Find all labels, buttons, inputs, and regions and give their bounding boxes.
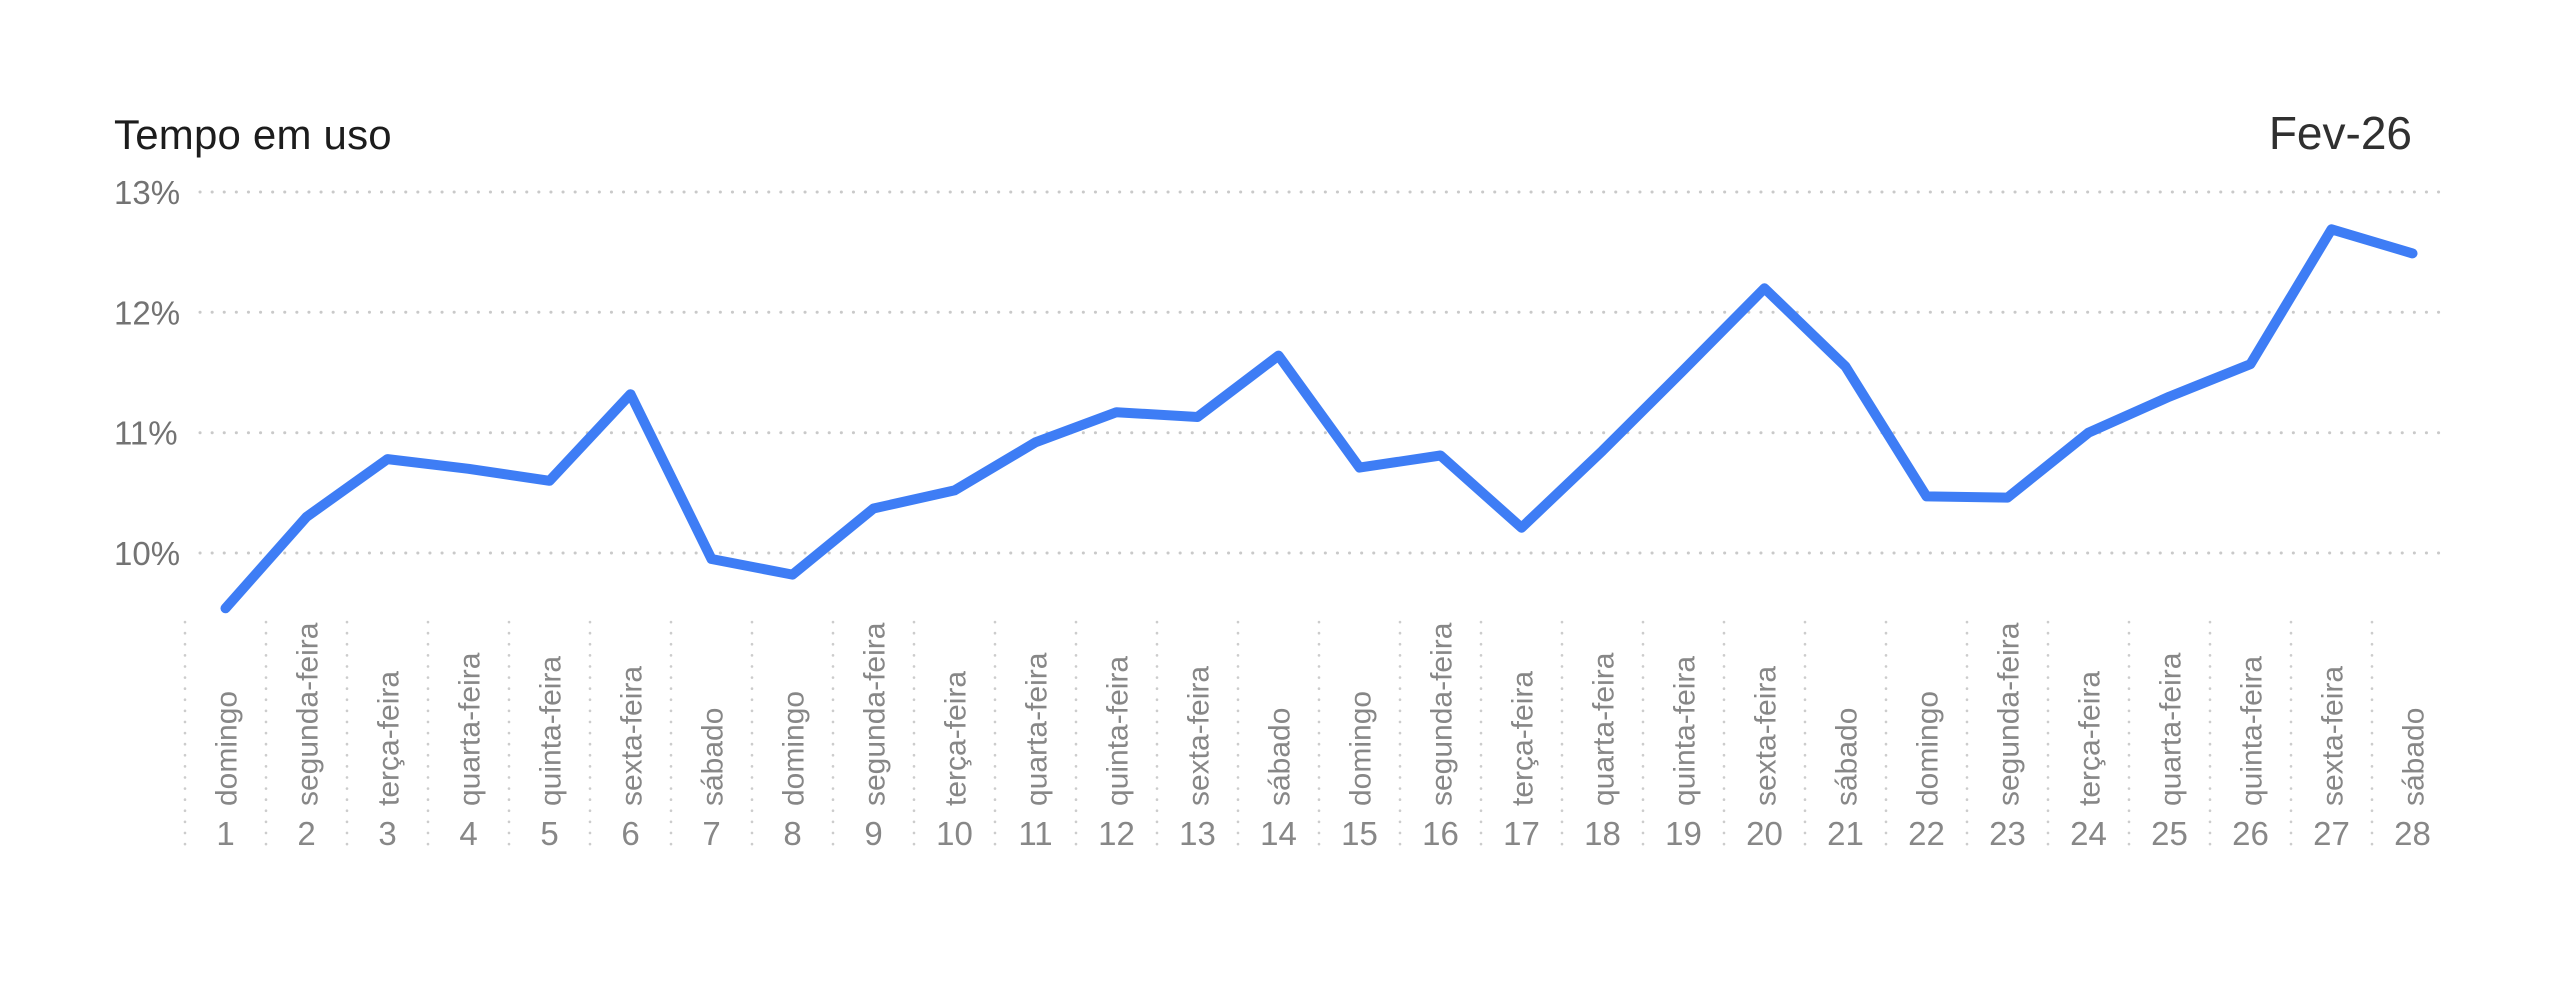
day-number-label: 26	[2232, 815, 2269, 852]
day-number-label: 12	[1098, 815, 1135, 852]
weekday-label: quarta-feira	[1021, 652, 1054, 806]
day-number-label: 19	[1665, 815, 1702, 852]
weekday-label: sexta-feira	[2317, 666, 2350, 806]
weekday-label: segunda-feira	[1426, 622, 1459, 806]
weekday-label: segunda-feira	[1993, 622, 2026, 806]
weekday-label: domingo	[1912, 691, 1945, 806]
weekday-label: sábado	[1264, 708, 1297, 806]
day-number-label: 16	[1422, 815, 1459, 852]
weekday-label: terça-feira	[2074, 671, 2107, 806]
day-number-label: 11	[1018, 815, 1052, 852]
weekday-label: terça-feira	[373, 671, 406, 806]
weekday-label: quinta-feira	[535, 656, 568, 806]
day-number-label: 15	[1341, 815, 1378, 852]
weekday-label: terça-feira	[940, 671, 973, 806]
weekday-label: quinta-feira	[1102, 656, 1135, 806]
day-number-label: 2	[297, 815, 315, 852]
day-number-label: 25	[2151, 815, 2188, 852]
weekday-label: segunda-feira	[859, 622, 892, 806]
weekday-label: domingo	[211, 691, 244, 806]
day-number-label: 9	[864, 815, 882, 852]
weekday-label: quinta-feira	[2236, 656, 2269, 806]
period-label: Fev-26	[2268, 107, 2412, 159]
y-axis-tick-label: 13%	[114, 174, 180, 211]
day-number-label: 18	[1584, 815, 1621, 852]
day-number-label: 27	[2313, 815, 2350, 852]
weekday-label: sexta-feira	[1183, 666, 1216, 806]
weekday-label: quarta-feira	[2155, 652, 2188, 806]
day-number-label: 10	[936, 815, 973, 852]
weekday-label: sexta-feira	[1750, 666, 1783, 806]
weekday-label: sábado	[2398, 708, 2431, 806]
chart-title: Tempo em uso	[114, 111, 392, 158]
weekday-label: quarta-feira	[454, 652, 487, 806]
day-number-label: 20	[1746, 815, 1783, 852]
weekday-label: sexta-feira	[616, 666, 649, 806]
usage-line-series[interactable]	[220, 224, 2418, 614]
y-axis-tick-label: 11%	[114, 415, 178, 452]
y-axis-tick-label: 10%	[114, 535, 180, 572]
day-number-label: 7	[702, 815, 720, 852]
day-number-label: 22	[1908, 815, 1945, 852]
weekday-label: quarta-feira	[1588, 652, 1621, 806]
y-axis-tick-label: 12%	[114, 294, 180, 331]
day-number-label: 13	[1179, 815, 1216, 852]
weekday-label: domingo	[1345, 691, 1378, 806]
weekday-label: sábado	[1831, 708, 1864, 806]
day-number-label: 17	[1503, 815, 1540, 852]
day-number-label: 23	[1989, 815, 2026, 852]
day-number-label: 14	[1260, 815, 1297, 852]
day-number-label: 5	[540, 815, 558, 852]
day-number-label: 8	[783, 815, 801, 852]
day-number-label: 1	[216, 815, 234, 852]
weekday-label: quinta-feira	[1669, 656, 1702, 806]
weekday-label: sábado	[697, 708, 730, 806]
day-number-label: 28	[2394, 815, 2431, 852]
day-number-label: 6	[621, 815, 639, 852]
weekday-label: segunda-feira	[292, 622, 325, 806]
day-number-label: 3	[378, 815, 396, 852]
weekday-label: terça-feira	[1507, 671, 1540, 806]
day-number-label: 4	[459, 815, 477, 852]
day-number-label: 24	[2070, 815, 2107, 852]
weekday-label: domingo	[778, 691, 811, 806]
day-number-label: 21	[1827, 815, 1864, 852]
